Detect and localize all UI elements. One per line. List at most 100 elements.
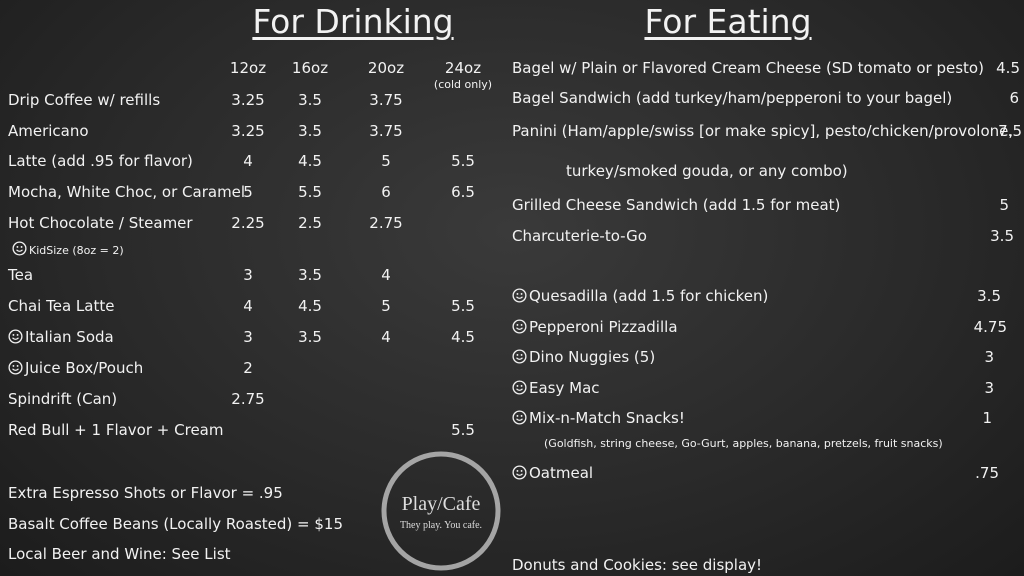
- drink-name-text: Chai Tea Latte: [8, 297, 115, 315]
- smiley-icon: [8, 360, 23, 375]
- drink-price: 5.5: [451, 297, 475, 315]
- eating-footer-text: Donuts and Cookies: see display!: [512, 556, 763, 574]
- smiley-icon: [512, 349, 527, 364]
- smiley-icon: [512, 288, 527, 303]
- drink-price: 2.75: [231, 390, 264, 408]
- drink-name: Chai Tea Latte: [8, 297, 114, 315]
- extra-info: Extra Espresso Shots or Flavor = .95: [8, 484, 283, 502]
- drink-price-text: 3: [243, 266, 253, 284]
- food-price-text: 5: [999, 196, 1009, 214]
- drink-price-text: 3.5: [298, 266, 322, 284]
- drink-price: 2.25: [231, 214, 264, 232]
- food-price: 3.5: [977, 287, 1001, 305]
- food-name-text: Pepperoni Pizzadilla: [529, 318, 678, 336]
- smiley-icon: [12, 241, 27, 256]
- drink-price: 3.5: [298, 266, 322, 284]
- food-price-text: 4.5: [996, 59, 1020, 77]
- drink-name-text: Italian Soda: [25, 328, 114, 346]
- logo: Play/Cafe They play. You cafe.: [381, 451, 501, 571]
- food-price-text: .75: [975, 464, 999, 482]
- drink-price-text: 3: [243, 328, 253, 346]
- food-name-text: Mix-n-Match Snacks!: [529, 409, 685, 427]
- food-price: 3.5: [990, 227, 1014, 245]
- drink-price-text: 4: [243, 152, 253, 170]
- drink-name: Tea: [8, 266, 33, 284]
- size-header: 16oz: [292, 59, 328, 77]
- drink-price: 5: [381, 152, 391, 170]
- food-name-cont-text: turkey/smoked gouda, or any combo): [566, 162, 848, 180]
- food-price: 6: [1009, 89, 1019, 107]
- food-price-text: 4.75: [973, 318, 1007, 336]
- drink-price-text: 5.5: [298, 183, 322, 201]
- size-header-text: 24oz: [444, 59, 482, 77]
- food-name: Panini (Ham/apple/swiss [or make spicy],…: [512, 122, 1013, 140]
- drink-price: 5.5: [451, 421, 475, 439]
- extra-info-text: Basalt Coffee Beans (Locally Roasted) = …: [8, 514, 344, 533]
- food-name-text: Oatmeal: [529, 464, 594, 482]
- food-name: Grilled Cheese Sandwich (add 1.5 for mea…: [512, 196, 840, 214]
- drink-name-text: Drip Coffee w/ refills: [8, 91, 161, 109]
- food-price-text: 1: [982, 409, 992, 427]
- drink-price: 3: [243, 266, 253, 284]
- drink-price-text: 3.5: [298, 91, 322, 109]
- drink-price-text: 3.75: [369, 122, 403, 140]
- drink-name: Hot Chocolate / Steamer: [8, 214, 193, 232]
- extra-info: Basalt Coffee Beans (Locally Roasted) = …: [8, 515, 343, 533]
- food-name: Bagel Sandwich (add turkey/ham/pepperoni…: [512, 89, 952, 107]
- food-name: Mix-n-Match Snacks!: [512, 409, 685, 427]
- food-name-text: Dino Nuggies (5): [529, 348, 656, 366]
- food-price-text: 3.5: [990, 227, 1014, 245]
- drink-price: 6: [381, 183, 391, 201]
- drink-price-text: 2: [243, 359, 253, 377]
- food-price: 5: [999, 196, 1009, 214]
- drink-price: 2.75: [369, 214, 402, 232]
- drink-price-text: 3.5: [298, 328, 322, 346]
- drink-price: 5: [243, 183, 253, 201]
- drink-price-text: 2.75: [369, 214, 403, 232]
- drink-price-text: 4.5: [298, 297, 322, 315]
- drink-price-text: 5.5: [451, 297, 475, 315]
- food-name-text: Charcuterie-to-Go: [512, 227, 647, 245]
- drinking-title: For Drinking: [252, 2, 454, 41]
- drink-price: 5.5: [451, 152, 475, 170]
- food-name-text: Bagel w/ Plain or Flavored Cream Cheese …: [512, 59, 984, 77]
- food-name-text: Bagel Sandwich (add turkey/ham/pepperoni…: [512, 89, 953, 107]
- drink-price-text: 5: [243, 183, 253, 201]
- drink-name: Latte (add .95 for flavor): [8, 152, 193, 170]
- drink-price: 4: [381, 266, 391, 284]
- logo-tagline: They play. You cafe.: [400, 520, 482, 531]
- drink-price-text: 4: [243, 297, 253, 315]
- food-name: Dino Nuggies (5): [512, 348, 655, 366]
- extra-info-text: Extra Espresso Shots or Flavor = .95: [8, 484, 283, 502]
- food-note: (Goldfish, string cheese, Go-Gurt, apple…: [544, 437, 943, 450]
- drink-price: 3.5: [298, 328, 322, 346]
- drink-name-text: Latte (add .95 for flavor): [8, 152, 193, 170]
- drink-price: 3: [243, 328, 253, 346]
- drink-price: 3.25: [231, 91, 264, 109]
- drink-name-text: Juice Box/Pouch: [25, 359, 144, 377]
- food-name: Pepperoni Pizzadilla: [512, 318, 678, 336]
- eating-footer: Donuts and Cookies: see display!: [512, 556, 762, 574]
- drink-price-text: 2.5: [298, 214, 322, 232]
- food-price: 7.5: [998, 122, 1022, 140]
- food-price-text: 3.5: [977, 287, 1001, 305]
- size-header: 12oz: [230, 59, 266, 77]
- drink-name-text: Americano: [8, 122, 89, 140]
- drink-price: 4.5: [298, 297, 322, 315]
- food-name: Charcuterie-to-Go: [512, 227, 647, 245]
- drink-name: Juice Box/Pouch: [8, 359, 143, 377]
- drink-price: 2: [243, 359, 253, 377]
- drink-price: 5.5: [298, 183, 322, 201]
- smiley-icon: [512, 465, 527, 480]
- drink-price: 4.5: [298, 152, 322, 170]
- food-name: Quesadilla (add 1.5 for chicken): [512, 287, 768, 305]
- size-header-text: 16oz: [291, 59, 329, 77]
- drink-price-text: 2.75: [231, 390, 265, 408]
- drink-price: 5: [381, 297, 391, 315]
- food-note-text: (Goldfish, string cheese, Go-Gurt, apple…: [544, 437, 943, 450]
- smiley-icon: [512, 380, 527, 395]
- food-price: .75: [975, 464, 999, 482]
- drink-name-text: Red Bull + 1 Flavor + Cream: [8, 421, 224, 439]
- size-note: (cold only): [434, 78, 492, 91]
- drink-price-text: 6.5: [451, 183, 475, 201]
